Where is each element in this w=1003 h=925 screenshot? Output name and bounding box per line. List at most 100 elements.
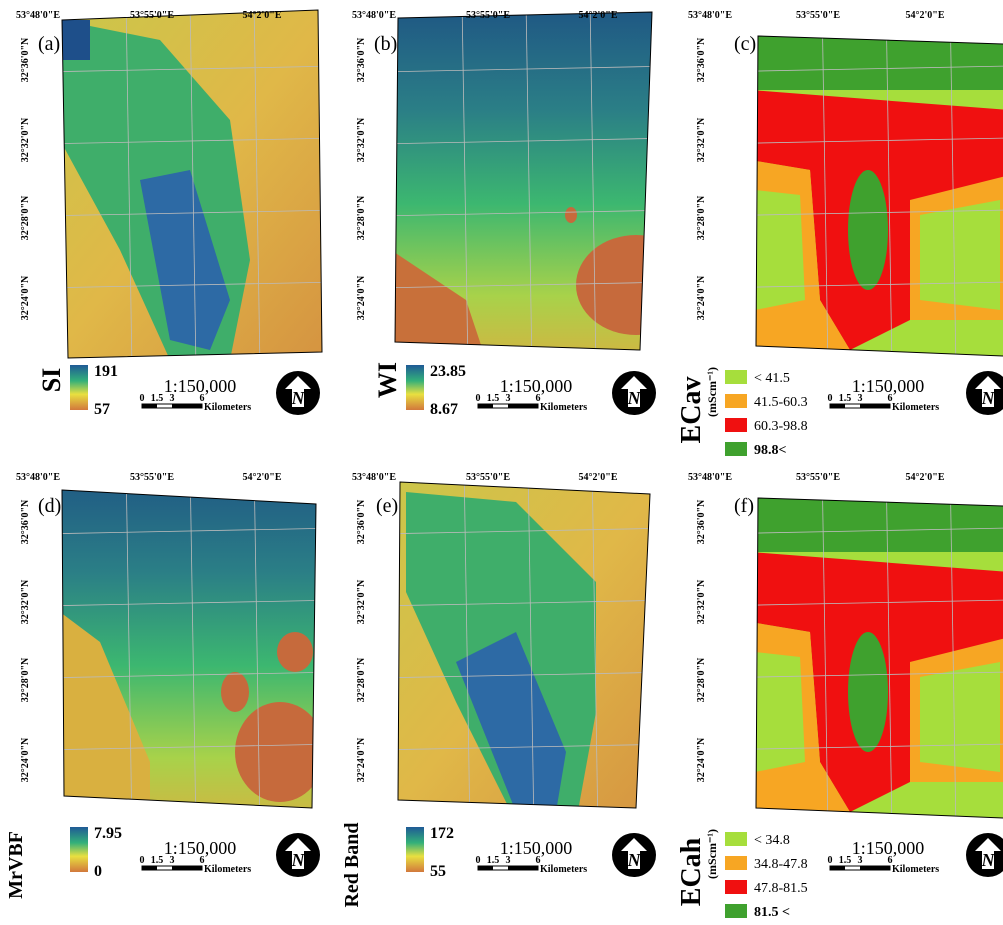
scalebar-tick: 3 — [170, 855, 175, 866]
longitude-label: 53°48'0"E — [688, 10, 732, 21]
page: (a)53°48'0"E53°55'0"E54°2'0"E32°36'0"N32… — [0, 0, 1003, 925]
scalebar-seg — [142, 866, 157, 870]
longitude-label: 54°2'0"E — [243, 10, 282, 21]
legend-max: 191 — [94, 363, 118, 380]
latitude-label: 32°32'0"N — [20, 117, 31, 162]
legend-title: WI — [373, 362, 402, 398]
map-class — [755, 190, 805, 310]
colorbar — [70, 827, 88, 872]
longitude-label: 53°55'0"E — [796, 472, 840, 483]
scalebar-unit: Kilometers — [540, 402, 587, 413]
scalebar-seg — [478, 404, 493, 408]
panel-label: (f) — [734, 495, 754, 517]
panel-label: (a) — [38, 33, 60, 55]
north-label: N — [291, 850, 306, 870]
longitude-label: 53°55'0"E — [130, 472, 174, 483]
legend-max: 23.85 — [430, 363, 466, 380]
map — [40, 0, 340, 370]
longitude-label: 53°55'0"E — [130, 10, 174, 21]
legend-swatch — [725, 832, 747, 846]
latitude-label: 32°36'0"N — [696, 37, 707, 82]
panel: (c)53°48'0"E53°55'0"E54°2'0"E32°36'0"N32… — [676, 0, 1003, 458]
north-label: N — [981, 388, 996, 408]
latitude-label: 32°36'0"N — [356, 37, 367, 82]
latitude-label: 32°36'0"N — [696, 499, 707, 544]
map — [710, 0, 1003, 370]
latitude-label: 32°28'0"N — [356, 195, 367, 240]
latitude-label: 32°24'0"N — [696, 737, 707, 782]
legend-swatch — [725, 442, 747, 456]
latitude-label: 32°28'0"N — [696, 657, 707, 702]
legend-min: 0 — [94, 863, 102, 880]
legend-title: ECah — [676, 837, 707, 906]
latitude-label: 32°24'0"N — [20, 737, 31, 782]
longitude-label: 54°2'0"E — [579, 10, 618, 21]
legend-label: < 41.5 — [754, 371, 790, 386]
scalebar-unit: Kilometers — [204, 864, 251, 875]
latitude-label: 32°28'0"N — [20, 195, 31, 240]
legend-title: SI — [37, 368, 66, 393]
legend-min: 8.67 — [430, 401, 458, 418]
scalebar-tick: 3 — [858, 393, 863, 404]
scalebar-tick: 0 — [140, 855, 145, 866]
scalebar-seg — [830, 866, 845, 870]
legend-label: 34.8-47.8 — [754, 857, 808, 872]
scalebar-seg — [478, 866, 493, 870]
scalebar-tick: 1.5 — [839, 855, 852, 866]
latitude-label: 32°36'0"N — [20, 499, 31, 544]
latitude-label: 32°36'0"N — [20, 37, 31, 82]
latitude-label: 32°32'0"N — [696, 117, 707, 162]
panel-label: (d) — [38, 495, 61, 517]
latitude-label: 32°28'0"N — [356, 657, 367, 702]
north-label: N — [627, 850, 642, 870]
map-zone — [277, 632, 313, 672]
map-zone — [60, 20, 90, 60]
scalebar-tick: 1.5 — [151, 855, 164, 866]
latitude-label: 32°32'0"N — [356, 117, 367, 162]
longitude-label: 54°2'0"E — [243, 472, 282, 483]
map-class — [755, 652, 805, 772]
scalebar-tick: 0 — [476, 393, 481, 404]
longitude-label: 53°48'0"E — [352, 10, 396, 21]
legend-swatch — [725, 880, 747, 894]
legend-unit: (mScm⁻¹) — [705, 367, 719, 417]
legend-label: 81.5 < — [754, 905, 790, 920]
longitude-label: 54°2'0"E — [906, 472, 945, 483]
scalebar-tick: 0 — [828, 855, 833, 866]
latitude-label: 32°24'0"N — [20, 275, 31, 320]
scalebar-tick: 3 — [170, 393, 175, 404]
map — [376, 462, 676, 832]
panel: (a) 53°48'0"E 53°55'0"E 54°2'0"E 32°36'0"N 32… — [16, 0, 340, 418]
longitude-label: 53°48'0"E — [16, 10, 60, 21]
legend-swatch — [725, 394, 747, 408]
map-class — [920, 662, 1000, 772]
scalebar-seg — [830, 404, 845, 408]
scalebar-seg — [860, 866, 890, 870]
legend-max: 172 — [430, 825, 454, 842]
latitude-label: 32°36'0"N — [356, 499, 367, 544]
map — [376, 0, 696, 370]
scalebar-unit: Kilometers — [540, 864, 587, 875]
map-class — [750, 492, 1003, 552]
legend-title: ECav — [676, 377, 707, 444]
map-zone — [221, 672, 249, 712]
legend-min: 55 — [430, 863, 446, 880]
map — [40, 462, 340, 832]
latitude-label: 32°32'0"N — [696, 579, 707, 624]
legend-label: 98.8< — [754, 443, 787, 458]
legend-label: 47.8-81.5 — [754, 881, 808, 896]
scalebar-tick: 1.5 — [487, 393, 500, 404]
legend-swatch — [725, 370, 747, 384]
legend-max: 7.95 — [94, 825, 122, 842]
latitude-label: 32°28'0"N — [20, 657, 31, 702]
latitude-label: 32°32'0"N — [356, 579, 367, 624]
scalebar-seg — [508, 404, 538, 408]
legend-swatch — [725, 418, 747, 432]
scalebar-tick: 1.5 — [151, 393, 164, 404]
colorbar — [406, 365, 424, 410]
longitude-label: 53°48'0"E — [352, 472, 396, 483]
scalebar-tick: 3 — [506, 393, 511, 404]
